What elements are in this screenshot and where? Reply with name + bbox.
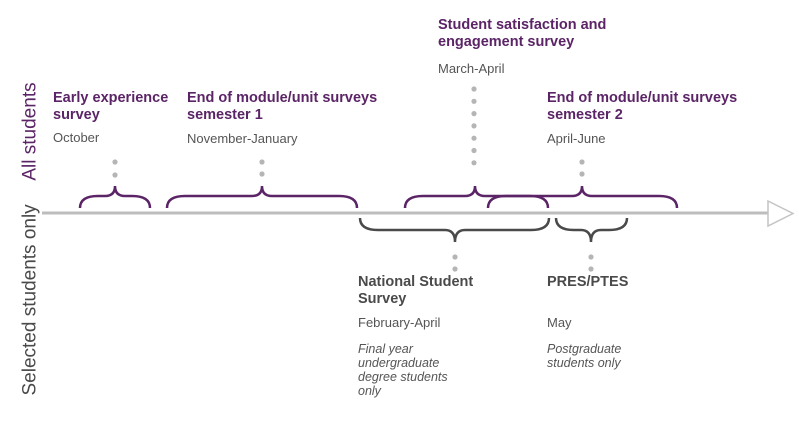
brace-icon bbox=[78, 185, 152, 209]
survey-title: National Student Survey bbox=[358, 274, 474, 307]
connector-dot bbox=[259, 171, 265, 177]
connector-dot bbox=[471, 147, 477, 154]
brace-icon bbox=[358, 217, 551, 243]
survey-note: Postgraduate students only bbox=[547, 342, 622, 370]
connector-dot bbox=[579, 159, 585, 165]
survey-period: March-April bbox=[438, 61, 505, 76]
brace-icon bbox=[486, 185, 679, 209]
survey-period: February-April bbox=[358, 315, 441, 330]
survey-title: End of module/unit surveys semester 1 bbox=[187, 90, 378, 123]
survey-title: Student satisfaction and engagement surv… bbox=[438, 17, 607, 50]
row-label-all-students: All students bbox=[19, 82, 41, 181]
connector-dot bbox=[471, 135, 477, 141]
connector-dot bbox=[471, 86, 477, 92]
connector-dot bbox=[471, 123, 477, 129]
survey-period: November-January bbox=[187, 131, 298, 146]
brace-icon bbox=[165, 185, 359, 209]
arrow-head-icon bbox=[767, 199, 795, 228]
connector-dot bbox=[471, 98, 477, 104]
survey-note: Final year undergraduate degree students… bbox=[358, 342, 448, 398]
survey-title: PRES/PTES bbox=[547, 274, 629, 290]
connector-dot bbox=[452, 254, 458, 260]
connector-dot bbox=[588, 266, 594, 272]
survey-period: April-June bbox=[547, 131, 606, 146]
connector-dot bbox=[259, 159, 265, 165]
connector-dot bbox=[112, 159, 118, 165]
connector-dot bbox=[471, 160, 477, 166]
brace-icon bbox=[554, 217, 629, 243]
row-label-selected-students: Selected students only bbox=[19, 204, 41, 396]
connector-dot bbox=[471, 111, 477, 117]
survey-period: May bbox=[547, 315, 572, 330]
connector-dot bbox=[112, 172, 118, 178]
connector-dot bbox=[579, 171, 585, 177]
connector-dot bbox=[452, 266, 458, 272]
survey-title: End of module/unit surveys semester 2 bbox=[547, 90, 738, 123]
connector-dot bbox=[588, 254, 594, 260]
survey-title: Early experience survey bbox=[53, 90, 169, 123]
survey-period: October bbox=[53, 130, 100, 145]
